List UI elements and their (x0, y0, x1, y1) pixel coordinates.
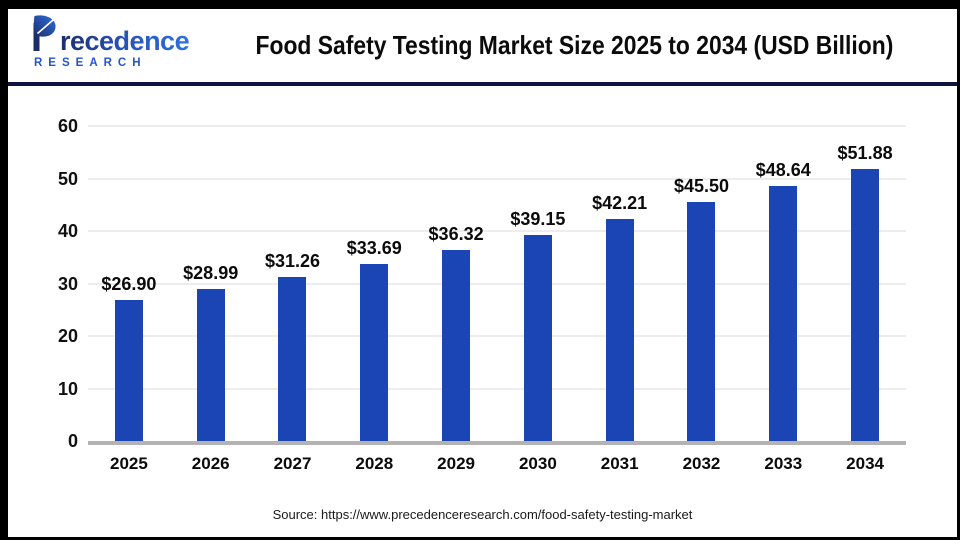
bar-2032 (687, 202, 716, 441)
value-label-2032: $45.50 (673, 176, 729, 197)
bar-2028 (360, 264, 389, 441)
gridline-20 (88, 335, 906, 337)
page-title-text: Food Safety Testing Market Size 2025 to … (255, 30, 894, 60)
bar-column-2032: $45.50 (661, 126, 743, 441)
value-label-2028: $33.69 (346, 238, 402, 259)
value-label-2034: $51.88 (837, 142, 893, 163)
leaf-p-icon (32, 15, 59, 56)
bar-2034 (851, 168, 880, 441)
gridline-30 (88, 282, 906, 285)
x-tick-2026: 2026 (191, 454, 230, 473)
value-label-2030: $39.15 (510, 209, 566, 230)
bar-column-2033: $48.64 (742, 126, 824, 441)
x-tick-2031: 2031 (600, 454, 639, 473)
header: recedence RESEARCH Food Safety Testing M… (8, 9, 957, 82)
y-tick-10: 10 (57, 378, 78, 399)
gridline-10 (88, 387, 906, 390)
page-title: Food Safety Testing Market Size 2025 to … (200, 30, 957, 61)
bar-2029 (442, 250, 471, 441)
x-tick-2029: 2029 (437, 454, 475, 473)
y-tick-60: 60 (57, 116, 78, 136)
bar-2033 (769, 185, 798, 441)
x-tick-2027: 2027 (273, 454, 312, 473)
bar-column-2031: $42.21 (579, 126, 661, 441)
bar-column-2028: $33.69 (333, 126, 415, 441)
plot-area: $26.90 $28.99 $31.26 $33.69 $36.32 $39.15 $42.… (88, 125, 906, 441)
x-axis-labels: 2025 2026 2027 2028 2029 2030 2031 2032 2033 2034 (88, 454, 906, 474)
y-tick-0: 0 (67, 431, 78, 451)
y-tick-40: 40 (57, 221, 78, 241)
value-label-2027: $31.26 (264, 250, 321, 271)
bar-2025 (114, 299, 143, 441)
value-label-2031: $42.21 (592, 193, 648, 214)
logo-brand-row: recedence (32, 15, 200, 56)
bar-column-2030: $39.15 (497, 126, 579, 441)
x-tick-2032: 2032 (682, 454, 721, 473)
value-label-2033: $48.64 (755, 159, 811, 180)
bar-2027 (278, 276, 307, 441)
y-axis-labels: 0 10 20 30 40 50 60 (8, 116, 78, 451)
gridline-40 (88, 230, 906, 232)
bar-2026 (196, 288, 225, 441)
precedence-research-logo: recedence RESEARCH (32, 15, 200, 69)
x-tick-2025: 2025 (109, 454, 148, 473)
gridline-50 (88, 177, 906, 180)
logo-brand-text: recedence (60, 26, 190, 56)
value-label-2026: $28.99 (183, 262, 239, 283)
source-caption: Source: https://www.precedenceresearch.c… (272, 507, 693, 522)
gridline-60 (88, 125, 906, 127)
header-divider (8, 82, 957, 86)
x-tick-2034: 2034 (846, 454, 884, 473)
bar-column-2029: $36.32 (415, 126, 497, 441)
bar-column-2026: $28.99 (170, 126, 252, 441)
value-label-2025: $26.90 (101, 273, 157, 294)
logo-subtitle: RESEARCH (34, 57, 147, 69)
bar-2031 (605, 219, 634, 441)
bar-2030 (523, 235, 552, 441)
x-axis-line (88, 441, 906, 445)
bar-column-2027: $31.26 (252, 126, 334, 441)
value-label-2029: $36.32 (428, 224, 484, 245)
bar-column-2025: $26.90 (88, 126, 170, 441)
x-tick-2030: 2030 (518, 454, 557, 473)
y-tick-20: 20 (57, 326, 78, 346)
chart-area: 0 10 20 30 40 50 60 $26.90 $28.99 $31.26 $33.69 $3… (8, 86, 957, 490)
y-tick-50: 50 (57, 168, 78, 189)
bar-column-2034: $51.88 (824, 126, 906, 441)
y-tick-30: 30 (57, 273, 78, 294)
bars-row: $26.90 $28.99 $31.26 $33.69 $36.32 $39.15 $42.… (88, 126, 906, 441)
x-tick-2028: 2028 (355, 454, 394, 473)
x-tick-2033: 2033 (764, 454, 803, 473)
